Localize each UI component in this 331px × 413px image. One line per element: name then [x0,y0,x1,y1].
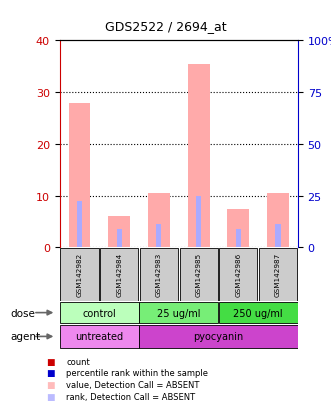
Text: ■: ■ [46,392,55,401]
FancyBboxPatch shape [140,248,178,301]
FancyBboxPatch shape [60,248,99,301]
Text: GSM142983: GSM142983 [156,253,162,297]
Text: rank, Detection Call = ABSENT: rank, Detection Call = ABSENT [66,392,195,401]
Bar [196,196,201,248]
Bar [227,209,249,248]
Text: GSM142985: GSM142985 [196,253,202,297]
Text: ■: ■ [46,357,55,366]
Text: GSM142987: GSM142987 [275,253,281,297]
Text: control: control [82,308,116,318]
Text: GDS2522 / 2694_at: GDS2522 / 2694_at [105,20,226,33]
FancyBboxPatch shape [60,302,139,323]
FancyBboxPatch shape [100,248,138,301]
Bar [148,194,170,248]
Text: agent: agent [10,332,40,342]
FancyBboxPatch shape [259,248,297,301]
Text: 25 ug/ml: 25 ug/ml [157,308,201,318]
Text: untreated: untreated [75,332,123,342]
Bar [156,225,162,248]
Text: value, Detection Call = ABSENT: value, Detection Call = ABSENT [66,380,200,389]
Text: GSM142982: GSM142982 [76,253,82,297]
FancyBboxPatch shape [139,325,298,348]
FancyBboxPatch shape [219,248,258,301]
Text: GSM142986: GSM142986 [235,253,241,297]
Bar [77,201,82,248]
Bar [267,194,289,248]
FancyBboxPatch shape [60,325,139,348]
Text: ■: ■ [46,380,55,389]
Text: count: count [66,357,90,366]
FancyBboxPatch shape [179,248,218,301]
Bar [108,217,130,248]
Bar [188,64,210,248]
Text: percentile rank within the sample: percentile rank within the sample [66,368,208,377]
Text: GSM142984: GSM142984 [116,253,122,297]
Text: dose: dose [10,308,35,318]
Text: 250 ug/ml: 250 ug/ml [233,308,283,318]
Bar [69,103,90,248]
Text: ■: ■ [46,368,55,377]
Text: pyocyanin: pyocyanin [193,332,244,342]
FancyBboxPatch shape [139,302,218,323]
Bar [236,230,241,248]
Bar [275,225,281,248]
FancyBboxPatch shape [219,302,298,323]
Bar [117,230,122,248]
